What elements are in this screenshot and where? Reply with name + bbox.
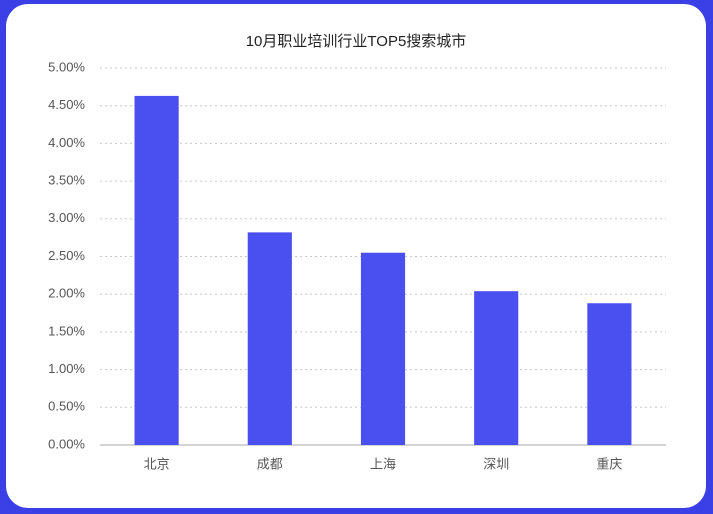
- y-tick-label: 1.00%: [48, 361, 85, 376]
- bar: [134, 95, 179, 445]
- bar: [247, 232, 292, 445]
- y-tick-label: 2.00%: [48, 286, 85, 301]
- bar: [587, 303, 632, 445]
- y-tick-label: 1.50%: [48, 323, 85, 338]
- x-tick-label: 重庆: [596, 456, 622, 471]
- y-tick-label: 4.00%: [48, 135, 85, 150]
- y-tick-label: 0.00%: [48, 436, 85, 451]
- x-tick-label: 深圳: [483, 456, 509, 471]
- y-tick-label: 5.00%: [48, 59, 85, 74]
- y-tick-label: 0.50%: [48, 399, 85, 414]
- bar: [474, 291, 519, 445]
- y-tick-label: 4.50%: [48, 97, 85, 112]
- chart-title: 10月职业培训行业TOP5搜索城市: [246, 33, 467, 50]
- y-tick-label: 3.50%: [48, 173, 85, 188]
- y-tick-label: 2.50%: [48, 248, 85, 263]
- x-tick-label: 成都: [257, 456, 283, 471]
- bar: [360, 252, 406, 445]
- y-tick-label: 3.00%: [48, 210, 85, 225]
- x-tick-label: 上海: [370, 456, 396, 471]
- x-tick-label: 北京: [144, 456, 170, 471]
